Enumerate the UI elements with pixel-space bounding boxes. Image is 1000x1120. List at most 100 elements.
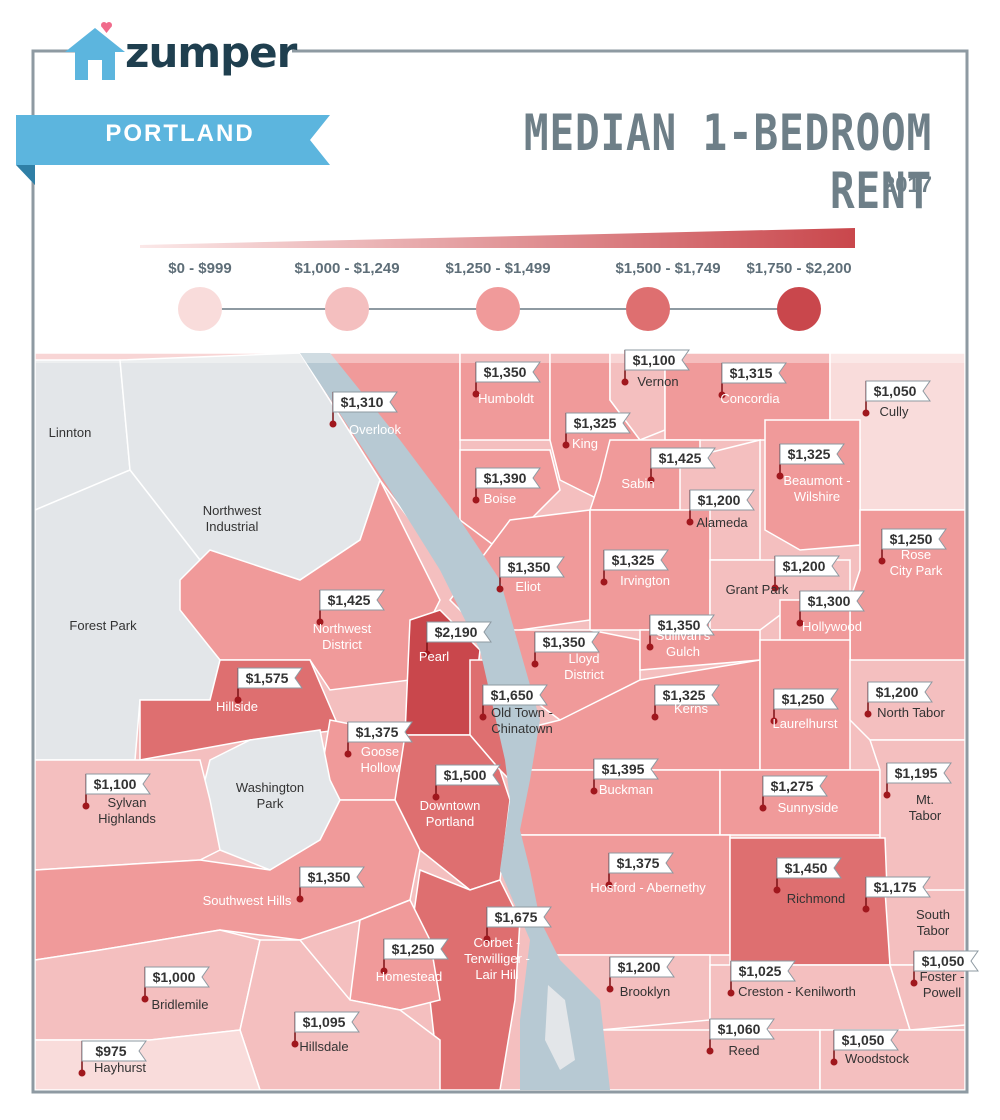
location-marker-icon — [496, 585, 504, 593]
flag-body — [475, 467, 541, 489]
location-marker-icon — [234, 696, 242, 704]
neighborhood-name-northwest-district: Northwest District — [312, 621, 372, 652]
price-label: $1,325 — [788, 446, 831, 462]
flag-body — [865, 876, 931, 898]
flag-body — [867, 681, 933, 703]
ross-island — [545, 985, 575, 1070]
price-flag-hosford-abernethy: $1,375 — [605, 852, 674, 889]
neighborhood-name-eliot: Eliot — [515, 579, 541, 594]
flag-body — [881, 528, 947, 550]
price-label: $1,195 — [895, 765, 938, 781]
flag-body — [499, 556, 565, 578]
region-buckman — [514, 769, 721, 836]
flag-body — [865, 380, 931, 402]
price-label: $1,050 — [922, 953, 965, 969]
price-label: $1,000 — [153, 969, 196, 985]
flag-body — [603, 549, 669, 571]
location-marker-icon — [78, 1069, 86, 1077]
neighborhood-name-buckman: Buckman — [598, 782, 654, 797]
price-label: $1,050 — [842, 1032, 885, 1048]
neighborhood-name-foster-powell: Foster - Powell — [919, 969, 965, 1000]
neighborhood-name-linnton: Linnton — [48, 425, 92, 440]
neighborhood-name-beaumont-wilshire: Beaumont - Wilshire — [783, 473, 851, 504]
price-label: $1,175 — [874, 879, 917, 895]
price-label: $1,200 — [876, 684, 919, 700]
neighborhood-name-alameda: Alameda — [696, 515, 748, 530]
price-flag-old-town-chinatown: $1,650 — [479, 684, 548, 721]
price-label: $1,250 — [890, 531, 933, 547]
neighborhood-name-downtown-portland: Downtown Portland — [419, 798, 481, 829]
neighborhood-name-brooklyn: Brooklyn — [619, 984, 671, 999]
price-label: $1,375 — [617, 855, 660, 871]
price-flag-boise: $1,390 — [472, 467, 541, 504]
price-flag-sunnyside: $1,275 — [759, 775, 828, 812]
location-marker-icon — [686, 518, 694, 526]
location-marker-icon — [531, 660, 539, 668]
price-flag-irvington: $1,325 — [600, 549, 669, 586]
flag-body — [426, 621, 492, 643]
location-marker-icon — [472, 496, 480, 504]
flag-body — [709, 1018, 775, 1040]
flag-body — [81, 1040, 147, 1062]
flag-body — [762, 775, 828, 797]
legend-gradient-wedge — [140, 228, 855, 248]
price-label: $1,050 — [874, 383, 917, 399]
price-flag-buckman: $1,395 — [590, 758, 659, 795]
flag-body — [435, 764, 501, 786]
flag-body — [237, 667, 303, 689]
flag-body — [779, 443, 845, 465]
price-flag-hillside: $1,575 — [234, 667, 303, 704]
location-marker-icon — [651, 713, 659, 721]
price-flag-vernon: $1,100 — [621, 349, 690, 386]
location-marker-icon — [718, 391, 726, 399]
brand-name: zumper — [125, 28, 297, 77]
location-marker-icon — [606, 985, 614, 993]
neighborhood-name-hosford-abernethy: Hosford - Abernethy — [590, 880, 706, 895]
neighborhood-name-forest-park: Forest Park — [69, 618, 137, 633]
price-label: $1,395 — [602, 761, 645, 777]
price-flag-hayhurst: $975 — [78, 1040, 147, 1077]
location-marker-icon — [910, 979, 918, 987]
location-marker-icon — [727, 989, 735, 997]
neighborhood-name-boise: Boise — [483, 491, 517, 506]
price-flag-downtown-portland: $1,500 — [432, 764, 501, 801]
price-flag-sullivan-s-gulch: $1,350 — [646, 614, 715, 651]
price-flag-northwest-district: $1,425 — [316, 589, 385, 626]
price-flag-creston-kenilworth: $1,025 — [727, 960, 796, 997]
legend-swatch-4 — [626, 287, 670, 331]
price-flag-eliot: $1,350 — [496, 556, 565, 593]
location-marker-icon — [759, 804, 767, 812]
flag-body — [383, 938, 449, 960]
price-label: $1,250 — [782, 691, 825, 707]
flag-body — [593, 758, 659, 780]
flag-body — [332, 391, 398, 413]
price-flag-mt-tabor: $1,195 — [883, 762, 952, 799]
price-flag-laurelhurst: $1,250 — [770, 688, 839, 725]
price-flag-rose-city-park: $1,250 — [878, 528, 947, 565]
location-marker-icon — [380, 967, 388, 975]
location-marker-icon — [600, 578, 608, 586]
neighborhood-name-hillsdale: Hillsdale — [299, 1039, 349, 1054]
price-flag-sylvan-highlands: $1,100 — [82, 773, 151, 810]
price-flag-sabin: $1,425 — [647, 447, 716, 484]
neighborhood-name-sunnyside: Sunnyside — [777, 800, 839, 815]
flag-body — [624, 349, 690, 371]
location-marker-icon — [883, 791, 891, 799]
map-top-fade — [35, 353, 965, 363]
price-flag-humboldt: $1,350 — [472, 361, 541, 398]
price-label: $2,190 — [435, 624, 478, 640]
price-flag-overlook: $1,310 — [329, 391, 398, 428]
flag-body — [886, 762, 952, 784]
city-ribbon — [16, 115, 330, 185]
frame-border — [31, 49, 969, 1094]
neighborhood-name-irvington: Irvington — [620, 573, 670, 588]
legend-label-5: $1,750 - $2,200 — [746, 260, 852, 277]
price-label: $1,375 — [356, 724, 399, 740]
price-flag-lloyd-district: $1,350 — [531, 631, 600, 668]
year-label: 2017 — [883, 172, 932, 197]
flag-body — [608, 852, 674, 874]
price-label: $1,350 — [508, 559, 551, 575]
neighborhood-name-overlook: Overlook — [348, 422, 402, 437]
price-label: $1,325 — [663, 687, 706, 703]
price-flag-brooklyn: $1,200 — [606, 956, 675, 993]
